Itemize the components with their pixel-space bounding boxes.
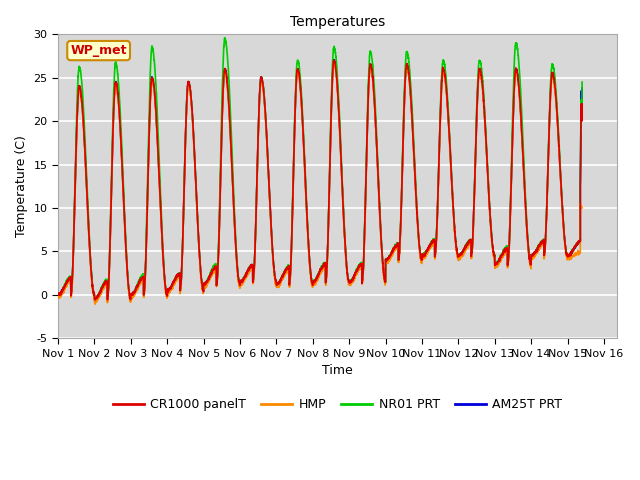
Title: Temperatures: Temperatures: [290, 15, 385, 29]
Text: WP_met: WP_met: [70, 44, 127, 57]
X-axis label: Time: Time: [322, 364, 353, 377]
Y-axis label: Temperature (C): Temperature (C): [15, 135, 28, 237]
Legend: CR1000 panelT, HMP, NR01 PRT, AM25T PRT: CR1000 panelT, HMP, NR01 PRT, AM25T PRT: [108, 393, 567, 416]
